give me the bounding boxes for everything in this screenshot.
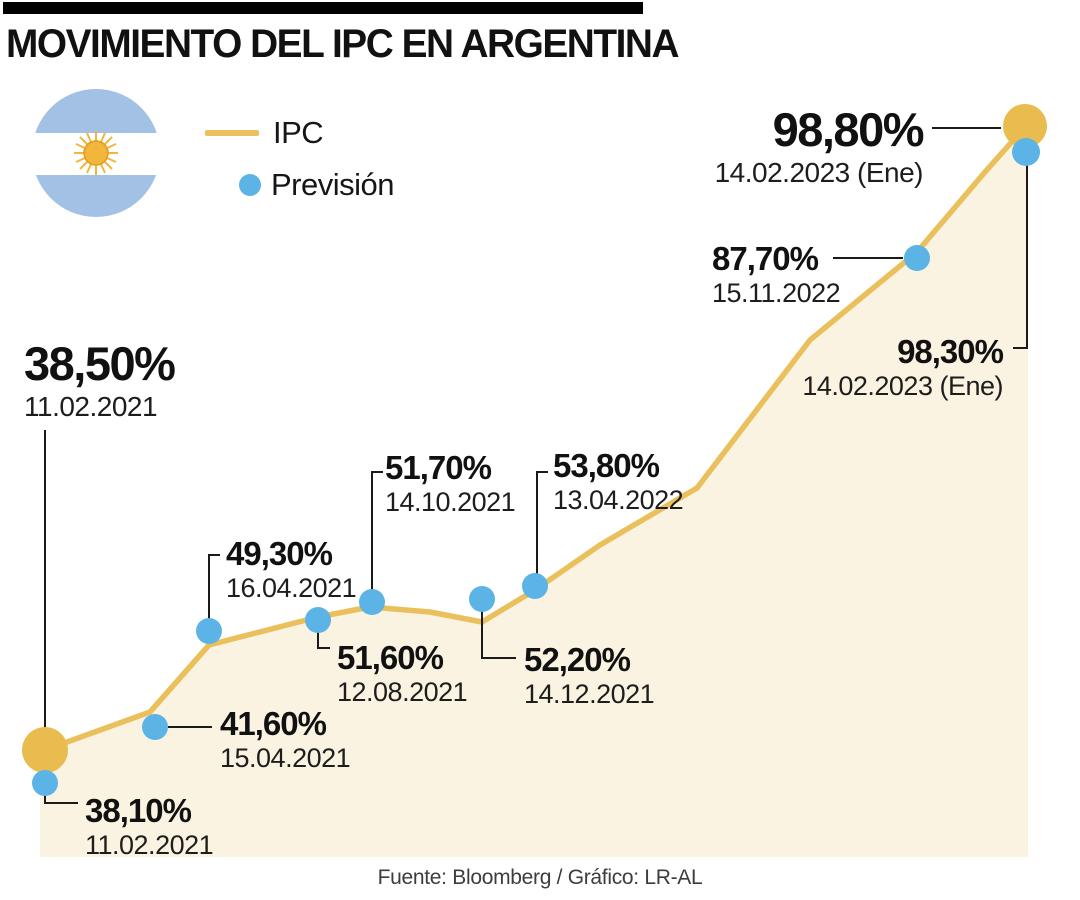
legend: IPC Previsión (205, 112, 395, 216)
prevision-point-41-60 (142, 714, 168, 740)
callout-date: 14.02.2023 (Ene) (802, 370, 1003, 401)
legend-item-ipc: IPC (205, 112, 394, 154)
callout-date: 11.02.2021 (24, 390, 158, 422)
ipc-point-start (22, 727, 68, 773)
argentina-flag-icon (32, 89, 160, 217)
legend-prevision-label: Previsión (271, 167, 395, 202)
callout-date: 16.04.2021 (226, 572, 357, 603)
callout-value: 41,60% (220, 705, 327, 742)
prevision-dot-swatch-icon (239, 174, 261, 196)
callout-53-80: 53,80% 13.04.2022 (553, 447, 684, 516)
prevision-point-53-80 (522, 573, 548, 599)
callout-prev-end: 98,30% 14.02.2023 (Ene) (802, 333, 1004, 402)
legend-item-prevision: Previsión (205, 164, 395, 206)
callout-ipc-end: 98,80% 14.02.2023 (Ene) (714, 103, 925, 189)
callout-87-70: 87,70% 15.11.2022 (712, 240, 841, 309)
prevision-point-51-60 (305, 607, 331, 633)
sun-of-may-icon (74, 131, 118, 175)
callout-date: 11.02.2021 (85, 829, 214, 860)
callout-value: 98,80% (772, 103, 925, 156)
callout-value: 53,80% (553, 447, 660, 484)
callout-value: 87,70% (712, 240, 819, 277)
callout-connector-51-60 (317, 627, 330, 649)
ipc-line (42, 124, 1028, 753)
source-credit: Fuente: Bloomberg / Gráfico: LR-AL (377, 866, 703, 889)
callout-date: 13.04.2022 (553, 484, 684, 515)
callout-49-30: 49,30% 16.04.2021 (226, 535, 357, 604)
prevision-point-49-30 (196, 618, 222, 644)
callout-prev-start: 38,10% 11.02.2021 (85, 792, 214, 861)
legend-ipc-label: IPC (273, 115, 324, 150)
callout-connector-53-80 (536, 471, 548, 579)
ipc-line-swatch-icon (205, 130, 259, 136)
callout-value: 98,30% (897, 333, 1004, 370)
callout-connector-49-30 (208, 554, 220, 626)
callout-date: 15.04.2021 (220, 742, 351, 773)
title-bar-rule (3, 2, 643, 14)
callout-41-60: 41,60% 15.04.2021 (220, 705, 351, 774)
callout-value: 38,50% (24, 337, 176, 390)
callout-value: 51,60% (337, 639, 444, 676)
callout-value: 51,70% (385, 449, 492, 486)
callout-value: 38,10% (85, 792, 192, 829)
prevision-point-38-10 (32, 770, 58, 796)
callout-value: 52,20% (524, 641, 631, 678)
callout-51-70: 51,70% 14.10.2021 (385, 449, 516, 518)
callout-date: 14.10.2021 (385, 486, 516, 517)
page-title: MOVIMIENTO DEL IPC EN ARGENTINA (6, 22, 679, 66)
callout-51-60: 51,60% 12.08.2021 (337, 639, 468, 708)
callout-value: 49,30% (226, 535, 333, 572)
prevision-point-98-30 (1012, 138, 1040, 166)
callout-connector-52-20 (481, 606, 516, 659)
callout-ipc-start: 38,50% 11.02.2021 (24, 337, 176, 423)
callout-connector-51-70 (371, 471, 383, 597)
callout-connector-prev-end (1013, 162, 1028, 349)
callout-date: 12.08.2021 (337, 676, 468, 707)
callout-date: 14.12.2021 (524, 678, 655, 709)
ipc-point-end (1003, 104, 1047, 148)
ipc-area-fill (40, 127, 1028, 857)
prevision-point-51-70 (359, 589, 385, 615)
prevision-point-52-20 (469, 586, 495, 612)
callout-52-20: 52,20% 14.12.2021 (524, 641, 655, 710)
callout-date: 15.11.2022 (712, 277, 841, 308)
prevision-point-87-70 (904, 245, 930, 271)
callout-date: 14.02.2023 (Ene) (714, 156, 924, 188)
